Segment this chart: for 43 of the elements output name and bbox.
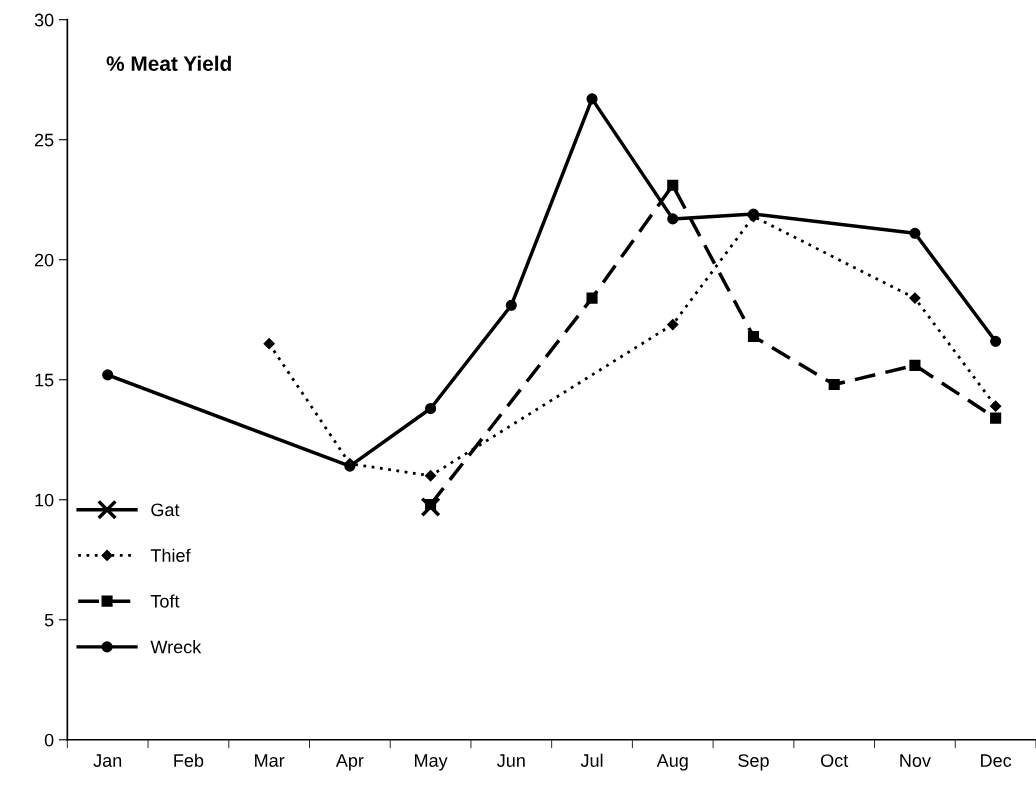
legend-label: Wreck [150,640,202,654]
x-tick-label: Jun [497,754,525,767]
x-tick-label: Dec [981,754,1012,767]
point [586,292,598,304]
x-tick-label: Feb [174,753,204,767]
legend-label: Toft [150,594,180,608]
point [667,318,679,331]
y-tick-label: 30 [34,13,54,27]
point [425,402,437,415]
point [909,359,921,371]
point [990,335,1002,347]
y-tick-label: 15 [35,373,54,387]
point [990,400,1002,412]
y-tick-label: 0 [44,733,54,747]
text: % Meat Yield [106,55,231,71]
x-tick-label: Jul [580,753,603,767]
x-tick-label: Oct [821,754,849,767]
point [747,330,760,343]
point [667,213,679,225]
x-tick-label: Jan [93,754,122,767]
x-tick-label: Aug [656,754,688,771]
point [990,412,1002,424]
point [909,227,921,239]
legend-label: Thief [150,548,191,562]
y-tick-label: 20 [34,253,54,267]
point [586,93,598,105]
point [828,378,840,391]
y-tick-label: 10 [35,493,54,507]
x-tick-label: May [415,754,448,771]
y-tick-label: 5 [44,613,54,627]
point [102,369,114,381]
legend-label: Gat [151,503,180,517]
x-tick-label: Mar [255,754,285,767]
point [909,292,921,304]
x-tick-label: Apr [335,754,364,771]
point [505,299,517,311]
point [424,470,437,482]
point [420,496,441,518]
x-tick-label: Sep [738,754,769,771]
point [667,179,679,191]
y-tick-label: 25 [34,133,54,147]
point [263,338,275,350]
x-tick-label: Nov [900,754,931,767]
